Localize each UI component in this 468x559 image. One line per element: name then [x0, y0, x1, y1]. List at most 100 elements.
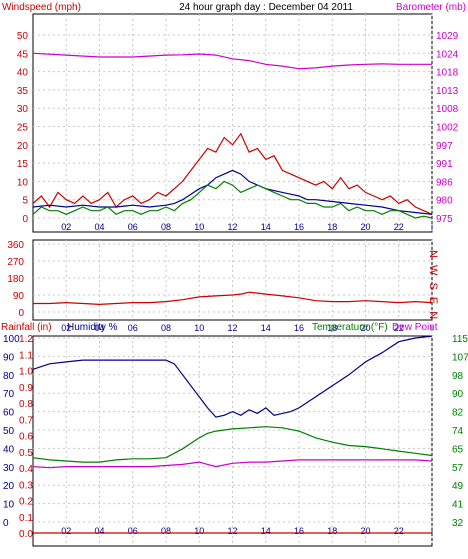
direction-x-tick-label: 20 [360, 323, 370, 333]
wind-tick-label: 30 [17, 104, 29, 115]
rainfall-axis-label: Rainfall (in) [1, 322, 52, 333]
wind-direction-line [33, 291, 433, 306]
barometer-tick-label: 991 [436, 159, 453, 170]
direction-x-tick-label: 22 [394, 323, 404, 333]
temperature-tick-label: 107 [452, 352, 468, 363]
wind-tick-label: 50 [17, 31, 29, 42]
humidity-tick-label: 60 [3, 408, 15, 419]
direction-x-tick-label: 12 [227, 323, 237, 333]
barometer-axis-label: Barometer (mb) [396, 2, 466, 13]
wind-tick-label: 40 [17, 68, 29, 79]
wind-x-tick-label: 20 [360, 222, 370, 232]
direction-x-tick-label: 06 [128, 323, 138, 333]
direction-tick-label: 0 [18, 308, 24, 319]
temperature-x-tick-label: 08 [161, 526, 171, 536]
humidity-tick-label: 0 [3, 518, 9, 529]
wind-low-line [32, 180, 433, 219]
temperature-x-tick-label: 06 [128, 526, 138, 536]
barometer-tick-label: 1029 [436, 31, 459, 42]
temperature-x-tick-label: i [431, 526, 433, 536]
temperature-x-tick-label: 12 [227, 526, 237, 536]
wind-x-tick-label: 16 [294, 222, 304, 232]
temperature-tick-label: 49 [452, 481, 464, 492]
wind-x-tick-label: 12 [227, 222, 237, 232]
temperature-tick-label: 32 [452, 518, 464, 529]
direction-x-tick-label: 14 [261, 323, 271, 333]
barometer-tick-label: 980 [436, 196, 453, 207]
barometer-tick-label: 1008 [436, 104, 459, 115]
wind-tick-label: 25 [17, 123, 29, 134]
humidity-tick-label: 100 [3, 334, 20, 345]
humidity-tick-label: 50 [3, 426, 15, 437]
temperature-tick-label: 90 [452, 389, 464, 400]
rainfall-tick-label: 0.5 [19, 448, 33, 459]
barometer-tick-label: 997 [436, 141, 453, 152]
wind-x-tick-label: 10 [194, 222, 204, 232]
rainfall-tick-label: 0.2 [19, 497, 33, 508]
wind-x-tick-label: 18 [327, 222, 337, 232]
barometer-line [32, 52, 432, 70]
wind-x-tick-label: 06 [128, 222, 138, 232]
temperature-x-tick-label: 16 [294, 526, 304, 536]
rainfall-tick-label: 0.0 [19, 529, 33, 540]
rainfall-tick-label: 0.6 [19, 432, 33, 443]
graph-title: 24 hour graph day : December 04 2011 [179, 2, 353, 13]
direction-x-tick-label: 04 [94, 323, 104, 333]
direction-x-tick-label: 10 [194, 323, 204, 333]
temperature-x-tick-label: 20 [360, 526, 370, 536]
direction-x-tick-label: 02 [61, 323, 71, 333]
direction-x-tick-label: 18 [327, 323, 337, 333]
humidity-tick-label: 10 [3, 500, 15, 511]
temperature-x-tick-label: 22 [394, 526, 404, 536]
rainfall-tick-label: 0.3 [19, 480, 33, 491]
wind-x-tick-label: 08 [161, 222, 171, 232]
humidity-tick-label: 90 [3, 352, 15, 363]
rainfall-tick-label: 1.1 [19, 350, 33, 361]
temperature-line [32, 426, 433, 463]
rainfall-tick-label: 1.2 [19, 334, 33, 345]
temperature-x-tick-label: 10 [194, 526, 204, 536]
data-series [32, 52, 433, 534]
direction-x-tick-label: 16 [294, 323, 304, 333]
direction-tick-label: 360 [7, 240, 24, 251]
wind-tick-label: 35 [17, 86, 29, 97]
temperature-tick-label: 115 [452, 334, 468, 345]
humidity-tick-label: 80 [3, 371, 15, 382]
temperature-x-tick-label: 18 [327, 526, 337, 536]
direction-tick-label: 270 [7, 257, 24, 268]
wind-tick-label: 45 [17, 49, 29, 60]
temperature-tick-label: 82 [452, 408, 464, 419]
humidity-tick-label: 70 [3, 389, 15, 400]
humidity-tick-label: 40 [3, 444, 15, 455]
rainfall-tick-label: 0.9 [19, 383, 33, 394]
temperature-x-tick-label: 04 [94, 526, 104, 536]
dewpoint-line [32, 459, 433, 469]
temperature-x-tick-label: 14 [261, 526, 271, 536]
grid-lines [33, 14, 433, 546]
wind-tick-label: 15 [17, 159, 29, 170]
barometer-tick-label: 1024 [436, 49, 459, 60]
humidity-tick-label: 20 [3, 481, 15, 492]
dewpoint-axis-label: Dew Point [392, 322, 438, 333]
wind-x-tick-label: 02 [61, 222, 71, 232]
direction-x-tick-label: i [431, 323, 433, 333]
temperature-tick-label: 65 [452, 444, 464, 455]
rainfall-tick-label: 0.4 [19, 464, 33, 475]
direction-x-tick-label: 08 [161, 323, 171, 333]
wind-tick-label: 0 [22, 214, 28, 225]
barometer-tick-label: 986 [436, 177, 453, 188]
barometer-tick-label: 975 [436, 214, 453, 225]
wind-x-tick-label: 14 [261, 222, 271, 232]
temperature-tick-label: 74 [452, 426, 464, 437]
wind-x-tick-label: i [431, 222, 433, 232]
barometer-tick-label: 1018 [436, 68, 459, 79]
wind-average-line [32, 169, 433, 215]
wind-x-tick-label: 04 [94, 222, 104, 232]
rainfall-tick-label: 0.8 [19, 399, 33, 410]
windspeed-line [32, 132, 433, 215]
temperature-axis-label: Temperature (°F) [312, 322, 388, 333]
temperature-tick-label: 41 [452, 500, 464, 511]
